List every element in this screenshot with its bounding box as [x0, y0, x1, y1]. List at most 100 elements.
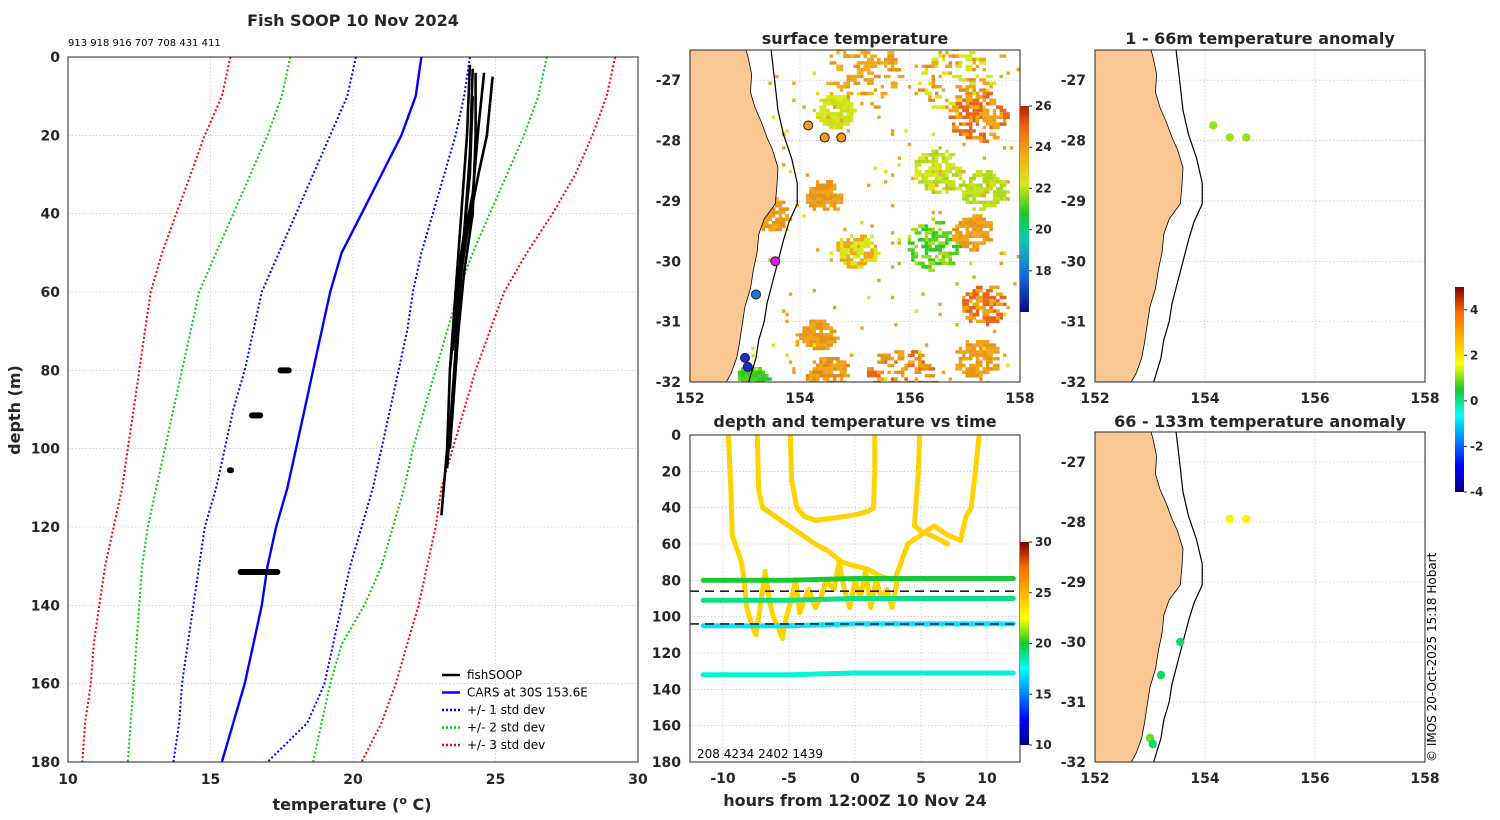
sst-pixel: [891, 384, 894, 387]
sst-pixel: [816, 380, 820, 382]
sst-pixel: [999, 74, 1003, 79]
sst-pixel: [911, 251, 915, 255]
sst-pixel: [877, 115, 881, 119]
sst-pixel: [870, 258, 878, 262]
sst-pixel: [931, 238, 939, 242]
anomaly-shallow-y-tick: -30: [1061, 254, 1087, 270]
sst-pixel: [992, 190, 997, 194]
sst-pixel: [884, 57, 891, 62]
sst-map-area: [690, 50, 1020, 397]
anomaly-deep-point: [1148, 739, 1157, 749]
sst-pixel: [928, 363, 932, 368]
sst-pixel: [931, 234, 935, 238]
sst-marker: [770, 256, 781, 267]
sst-pixel: [812, 370, 816, 374]
sst-pixel: [965, 343, 973, 347]
sst-pixel: [975, 234, 983, 238]
sst-pixel: [907, 241, 915, 245]
sst-pixel: [829, 204, 833, 208]
sst-pixel: [894, 370, 901, 374]
sst-pixel: [894, 323, 898, 327]
sst-pixel: [992, 112, 997, 116]
sst-pixel: [911, 227, 918, 232]
sst-pixel: [938, 227, 942, 232]
profile-y-tick: 0: [50, 50, 60, 66]
sst-pixel: [846, 258, 854, 262]
profile-x-tick: 30: [628, 772, 648, 788]
sst-pixel: [958, 357, 963, 361]
sst-pixel: [975, 183, 983, 187]
sst-pixel: [982, 173, 990, 177]
sst-shelf-contour: [748, 50, 798, 382]
sst-pixel: [754, 374, 759, 378]
sst-marker: [803, 120, 814, 131]
sst-pixel: [812, 187, 820, 191]
sst-pixel: [958, 241, 966, 245]
sst-pixel: [833, 391, 836, 394]
sst-pixel: [826, 115, 830, 119]
sst-pixel: [745, 388, 752, 391]
sst-pixel: [833, 183, 837, 187]
sst-pixel: [826, 122, 833, 126]
sst-pixel: [979, 61, 986, 65]
time-x-tick: 0: [850, 771, 860, 787]
sst-pixel: [856, 248, 864, 252]
sst-pixel: [982, 125, 986, 130]
sst-pixel: [941, 180, 946, 184]
sst-pixel: [965, 105, 969, 109]
sst-pixel: [1003, 119, 1007, 123]
sst-pixel: [941, 231, 949, 235]
sst-pixel: [955, 238, 963, 242]
sst-pixel: [969, 248, 976, 252]
sst-pixel: [999, 122, 1007, 126]
sst-pixel: [962, 115, 969, 119]
sst-pixel: [830, 391, 833, 394]
sst-pixel: [771, 210, 779, 215]
sst-pixel: [829, 187, 837, 191]
sst-pixel: [758, 384, 761, 387]
sst-pixel: [881, 384, 884, 387]
sst-pixel: [952, 115, 959, 119]
sst-pixel: [945, 173, 949, 177]
sst-pixel: [938, 153, 946, 157]
sst-pixel: [1006, 363, 1010, 368]
sst-pixel: [863, 241, 871, 245]
credit-text: © IMOS 20-Oct-2025 15:18 Hobart: [1425, 552, 1439, 762]
sst-pixel: [975, 340, 980, 344]
sst-pixel: [975, 227, 980, 232]
sst-pixel: [945, 255, 952, 259]
sst-pixel: [1003, 146, 1007, 150]
sst-pixel: [846, 85, 850, 89]
sst-pixel: [948, 377, 952, 381]
sst-colorbar-label: 24: [1035, 140, 1052, 154]
sst-pixel: [911, 363, 915, 368]
sst-pixel: [822, 377, 830, 381]
sst-pixel: [938, 251, 942, 255]
time-y-tick: 80: [662, 573, 682, 589]
sst-pixel: [982, 367, 986, 371]
sst-pixel: [826, 384, 829, 387]
sst-pixel: [931, 78, 935, 82]
sst-pixel: [737, 377, 742, 381]
sst-pixel: [996, 312, 1000, 317]
anomaly-deep-y-tick: -32: [1061, 755, 1086, 771]
sst-pixel: [870, 255, 878, 259]
sst-pixel: [890, 132, 895, 136]
sst-pixel: [826, 394, 829, 397]
sst-pixel: [928, 95, 932, 99]
sst-pixel: [833, 81, 840, 85]
sst-pixel: [867, 255, 874, 259]
sst-pixel: [986, 224, 993, 228]
sst-pixel: [822, 340, 827, 344]
sst-pixel: [982, 108, 990, 113]
sst-pixel: [969, 105, 973, 109]
sst-pixel: [870, 241, 874, 245]
sst-pixel: [969, 129, 976, 133]
sst-pixel: [982, 156, 986, 160]
sst-pixel: [931, 105, 939, 109]
sst-pixel: [972, 88, 976, 92]
sst-pixel: [941, 156, 946, 160]
sst-pixel: [822, 374, 827, 378]
time-series-trace: [700, 670, 1016, 678]
sst-pixel: [860, 221, 864, 225]
